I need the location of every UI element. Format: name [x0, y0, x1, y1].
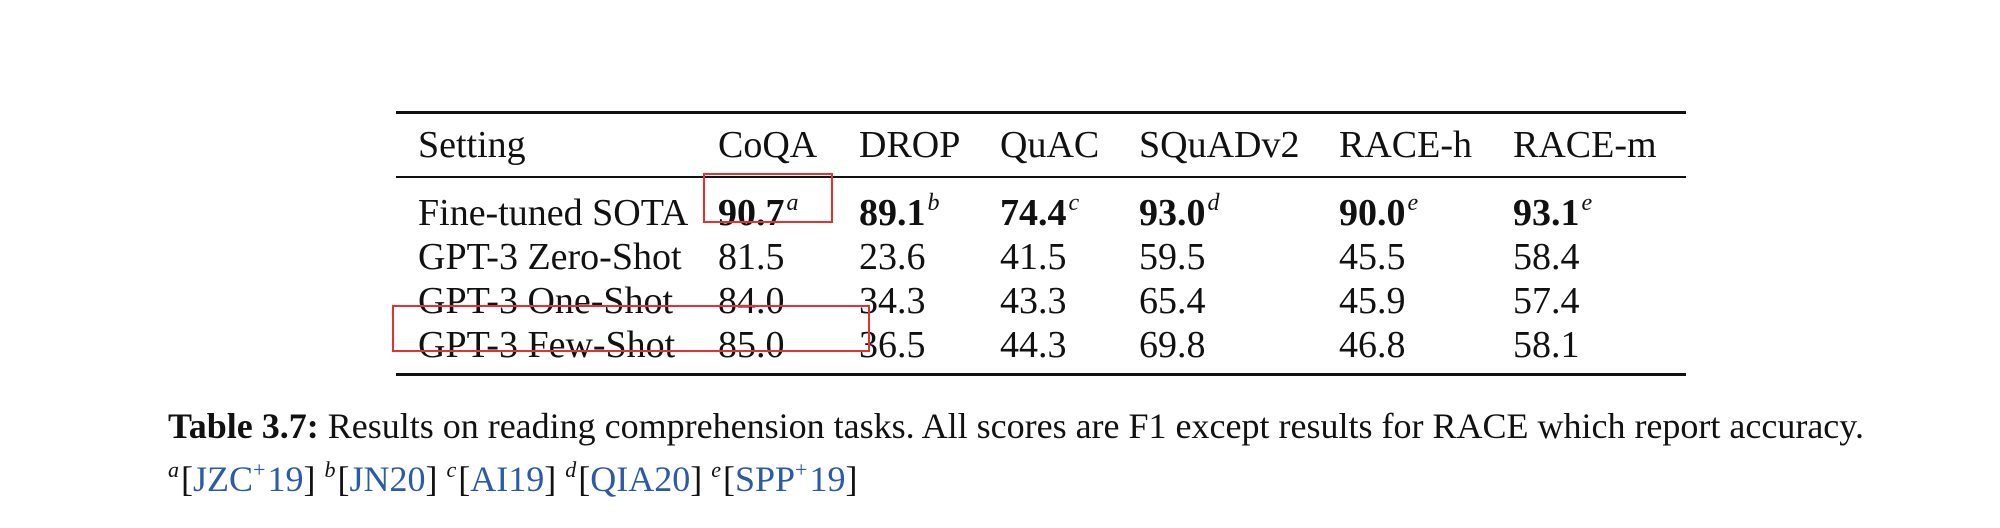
cell-value: 41.5 — [1000, 236, 1067, 278]
cell-value: 58.1 — [1513, 324, 1580, 366]
ref-bracket: ] — [425, 459, 438, 499]
header-setting: Setting — [418, 124, 526, 166]
header-race-m: RACE-m — [1513, 124, 1657, 166]
citation-link[interactable]: AI19 — [470, 459, 545, 499]
ref-bracket: ] — [303, 459, 316, 499]
cell-value: 93.1e — [1491, 177, 1686, 235]
cell-value: 89.1b — [837, 177, 978, 235]
cell-value: 90.0e — [1317, 177, 1491, 235]
ref-bracket: ] — [690, 459, 703, 499]
header-race-h: RACE-h — [1339, 124, 1472, 166]
table-row-few-shot: GPT-3 Few-Shot 85.0 36.5 44.3 69.8 46.8 … — [396, 323, 1686, 375]
cell-value: 74.4c — [978, 177, 1117, 235]
ref-bracket: ] — [845, 459, 858, 499]
cell-footnote-mark: e — [1407, 190, 1419, 216]
caption-refs: a[JZC+19] b[JN20] c[AI19] d[QIA20] e[SPP… — [168, 457, 858, 499]
citation-text: JZC — [193, 459, 254, 499]
citation-text: SPP — [734, 459, 796, 499]
citation-year: 19 — [267, 459, 304, 499]
cell-value: 46.8 — [1339, 324, 1406, 366]
header-coqa: CoQA — [718, 124, 818, 166]
ref-mark: c — [446, 457, 457, 482]
cell-footnote-mark: d — [1207, 190, 1220, 216]
cell-value: 45.5 — [1339, 236, 1406, 278]
table-header-row: Setting CoQA DROP QuAC SQuADv2 RACE-h RA… — [396, 112, 1686, 177]
ref-mark: d — [565, 457, 577, 482]
ref-bracket: [ — [722, 459, 735, 499]
cell-value: 90.7a — [696, 177, 837, 235]
ref-bracket: [ — [181, 459, 193, 499]
row-label: GPT-3 Few-Shot — [418, 324, 676, 366]
cell-number: 93.0 — [1139, 192, 1206, 234]
citation-link[interactable]: SPP+19 — [734, 457, 846, 499]
cell-footnote-mark: e — [1581, 190, 1593, 216]
cell-footnote-mark: a — [786, 190, 799, 216]
table-row-one-shot: GPT-3 One-Shot 84.0 34.3 43.3 65.4 45.9 … — [396, 279, 1686, 323]
citation-year: 19 — [809, 459, 846, 499]
highlight-box-few-shot-row — [392, 305, 870, 352]
ref-bracket: ] — [544, 459, 557, 499]
cell-number: 93.1 — [1513, 192, 1580, 234]
cell-value: 36.5 — [859, 324, 926, 366]
citation-link[interactable]: JZC+19 — [193, 457, 304, 499]
header-drop: DROP — [859, 124, 961, 166]
cell-value: 34.3 — [859, 280, 926, 322]
cell-value: 45.9 — [1339, 280, 1406, 322]
results-table-container: Setting CoQA DROP QuAC SQuADv2 RACE-h RA… — [396, 111, 1686, 376]
cell-number: 89.1 — [859, 192, 926, 234]
header-squadv2: SQuADv2 — [1139, 124, 1300, 166]
cell-value: 58.4 — [1513, 236, 1580, 278]
table-row-fine-tuned-sota: Fine-tuned SOTA 90.7a 89.1b 74.4c 93.0d … — [396, 177, 1686, 235]
ref-mark: a — [168, 457, 179, 482]
citation-plus: + — [795, 457, 808, 482]
cell-footnote-mark: c — [1068, 190, 1080, 216]
citation-link[interactable]: QIA20 — [590, 459, 691, 499]
cell-number: 90.0 — [1339, 192, 1406, 234]
row-label: Fine-tuned SOTA — [418, 191, 689, 234]
cell-value: 84.0 — [718, 280, 785, 322]
ref-mark: e — [711, 457, 721, 482]
cell-value: 59.5 — [1139, 236, 1206, 278]
row-label: GPT-3 One-Shot — [418, 280, 674, 322]
header-quac: QuAC — [1000, 124, 1100, 166]
cell-value: 81.5 — [718, 236, 785, 278]
cell-value: 43.3 — [1000, 280, 1067, 322]
cell-value: 93.0d — [1117, 177, 1317, 235]
ref-mark: b — [324, 457, 336, 482]
caption-label: Table 3.7: — [168, 406, 319, 446]
citation-plus: + — [253, 457, 266, 482]
table-row-zero-shot: GPT-3 Zero-Shot 81.5 23.6 41.5 59.5 45.5… — [396, 235, 1686, 279]
table-caption: Table 3.7: Results on reading comprehens… — [168, 404, 1928, 501]
cell-value: 44.3 — [1000, 324, 1067, 366]
cell-value: 57.4 — [1513, 280, 1580, 322]
row-label: GPT-3 Zero-Shot — [418, 236, 682, 278]
citation-link[interactable]: JN20 — [349, 459, 426, 499]
cell-number: 90.7 — [718, 192, 785, 234]
cell-footnote-mark: b — [927, 190, 940, 216]
ref-bracket: [ — [337, 459, 350, 499]
ref-bracket: [ — [578, 459, 591, 499]
ref-bracket: [ — [458, 459, 471, 499]
cell-value: 23.6 — [859, 236, 926, 278]
cell-value: 65.4 — [1139, 280, 1206, 322]
caption-text: Results on reading comprehension tasks. … — [318, 406, 1864, 446]
highlight-box-coqa-sota — [703, 173, 833, 223]
cell-number: 74.4 — [1000, 192, 1067, 234]
cell-value: 69.8 — [1139, 324, 1206, 366]
results-table: Setting CoQA DROP QuAC SQuADv2 RACE-h RA… — [396, 111, 1686, 376]
cell-value: 85.0 — [718, 324, 785, 366]
